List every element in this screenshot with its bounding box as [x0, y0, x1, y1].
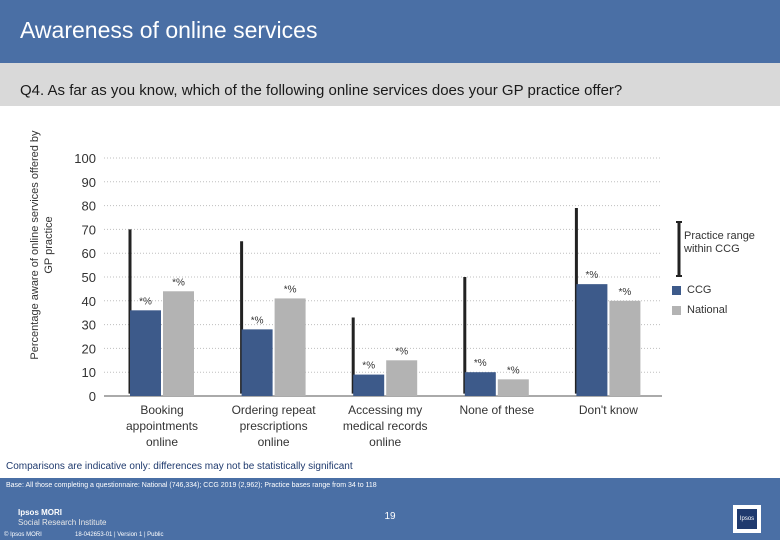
y-tick-label: 50 — [82, 270, 96, 285]
comparison-note: Comparisons are indicative only: differe… — [6, 461, 353, 472]
y-tick-label: 90 — [82, 175, 96, 190]
reference: 18-042653-01 | Version 1 | Public — [75, 532, 164, 538]
page-number: 19 — [384, 511, 396, 522]
y-tick-label: 60 — [82, 246, 96, 261]
x-tick-label: online — [258, 435, 290, 449]
x-tick-label: online — [369, 435, 401, 449]
question-text: Q4. As far as you know, which of the fol… — [20, 82, 623, 99]
y-tick-label: 30 — [82, 318, 96, 333]
ipsos-logo-text: Ipsos MORI — [18, 508, 63, 517]
legend-national-label: National — [687, 304, 728, 316]
x-tick-label: medical records — [343, 419, 428, 433]
bar-ccg — [241, 329, 273, 396]
legend-practice-range: Practice range within CCG — [684, 230, 755, 255]
x-tick-label: Don't know — [579, 403, 638, 417]
y-tick-label: 0 — [89, 389, 96, 404]
data-label: *% — [586, 270, 599, 281]
y-tick-label: 80 — [82, 199, 96, 214]
y-tick-label: 10 — [82, 365, 96, 380]
legend-ccg: CCG — [672, 284, 711, 296]
x-tick-label: appointments — [126, 419, 198, 433]
data-label: *% — [619, 287, 632, 298]
x-tick-label: None of these — [459, 403, 534, 417]
data-label: *% — [507, 365, 520, 376]
data-label: *% — [474, 358, 487, 369]
bar-ccg — [576, 284, 608, 396]
y-tick-label: 70 — [82, 222, 96, 237]
bar-ccg — [464, 372, 496, 396]
ipsos-logo-box-label: Ipsos — [737, 509, 757, 529]
bar-national — [609, 300, 641, 396]
legend-national: National — [672, 304, 727, 316]
data-label: *% — [139, 296, 152, 307]
data-label: *% — [251, 315, 264, 326]
ipsos-logo-subtext: Social Research Institute — [18, 518, 107, 527]
bar-ccg — [130, 310, 161, 396]
question-band: Q4. As far as you know, which of the fol… — [0, 63, 780, 106]
data-label: *% — [395, 346, 408, 357]
x-tick-label: online — [146, 435, 178, 449]
y-tick-label: 100 — [74, 151, 96, 166]
header-bar: Awareness of online services — [0, 0, 780, 63]
bar-national — [163, 291, 194, 396]
legend-ccg-swatch — [672, 285, 681, 295]
footer-bar: Base: All those completing a questionnai… — [0, 478, 780, 540]
legend-national-swatch — [672, 305, 681, 315]
bar-ccg — [353, 374, 385, 396]
bar-national — [386, 360, 418, 396]
base-text: Base: All those completing a questionnai… — [6, 482, 377, 489]
x-tick-label: Booking — [140, 403, 183, 417]
x-tick-label: Accessing my — [348, 403, 422, 417]
y-tick-label: 20 — [82, 341, 96, 356]
legend-ccg-label: CCG — [687, 284, 712, 296]
data-label: *% — [172, 277, 185, 288]
data-label: *% — [362, 361, 375, 372]
bar-national — [274, 298, 306, 396]
data-label: *% — [284, 284, 297, 295]
bar-national — [497, 379, 529, 396]
x-tick-label: prescriptions — [240, 419, 308, 433]
copyright: © Ipsos MORI — [4, 532, 42, 538]
y-tick-label: 40 — [82, 294, 96, 309]
ipsos-logo-icon: Ipsos — [733, 505, 761, 533]
page-title: Awareness of online services — [20, 17, 318, 43]
x-tick-label: Ordering repeat — [232, 403, 317, 417]
